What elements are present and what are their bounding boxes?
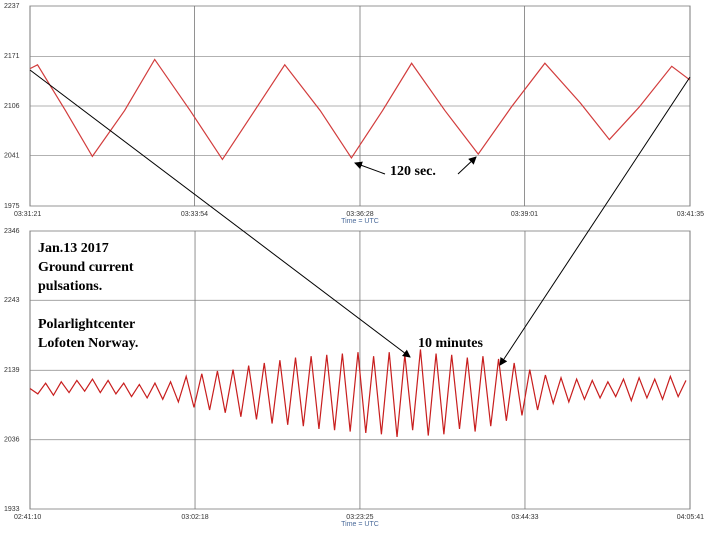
y-tick-label: 2243	[4, 297, 20, 304]
arrow	[354, 161, 386, 175]
data-line	[29, 58, 691, 161]
y-tick-label: 2237	[4, 3, 20, 10]
y-tick-label: 2171	[4, 53, 20, 60]
x-tick-label: 03:39:01	[511, 211, 538, 218]
arrows	[29, 69, 691, 366]
annotation: Jan.13 2017	[38, 241, 109, 256]
arrow	[457, 156, 477, 175]
y-tick-label: 2106	[4, 103, 20, 110]
y-tick-label: 1975	[4, 203, 20, 210]
x-axis-label: Time = UTC	[341, 521, 379, 528]
x-axis-label: Time = UTC	[341, 218, 379, 225]
x-tick-label: 03:41:35	[677, 211, 704, 218]
x-tick-label: 04:05:41	[677, 514, 704, 521]
y-tick-label: 2041	[4, 152, 20, 159]
annotation: Polarlightcenter	[38, 317, 135, 332]
annotation: Ground current	[38, 260, 134, 275]
x-tick-label: 03:44:33	[511, 514, 538, 521]
annotation: 10 minutes	[418, 336, 484, 351]
y-tick-label: 2139	[4, 367, 20, 374]
arrow	[29, 69, 411, 358]
annotation: Lofoten Norway.	[38, 336, 138, 351]
y-tick-label: 2036	[4, 437, 20, 444]
x-tick-label: 03:23:25	[346, 514, 373, 521]
x-tick-label: 02:41:10	[14, 514, 41, 521]
arrow	[499, 76, 691, 366]
data-line	[29, 349, 687, 438]
x-tick-label: 03:36:28	[346, 211, 373, 218]
y-tick-label: 1933	[4, 506, 20, 513]
x-tick-label: 03:33:54	[181, 211, 208, 218]
annotation: 120 sec.	[390, 164, 436, 179]
x-tick-label: 03:31:21	[14, 211, 41, 218]
annotation: pulsations.	[38, 279, 102, 294]
y-tick-label: 2346	[4, 228, 20, 235]
x-tick-label: 03:02:18	[181, 514, 208, 521]
